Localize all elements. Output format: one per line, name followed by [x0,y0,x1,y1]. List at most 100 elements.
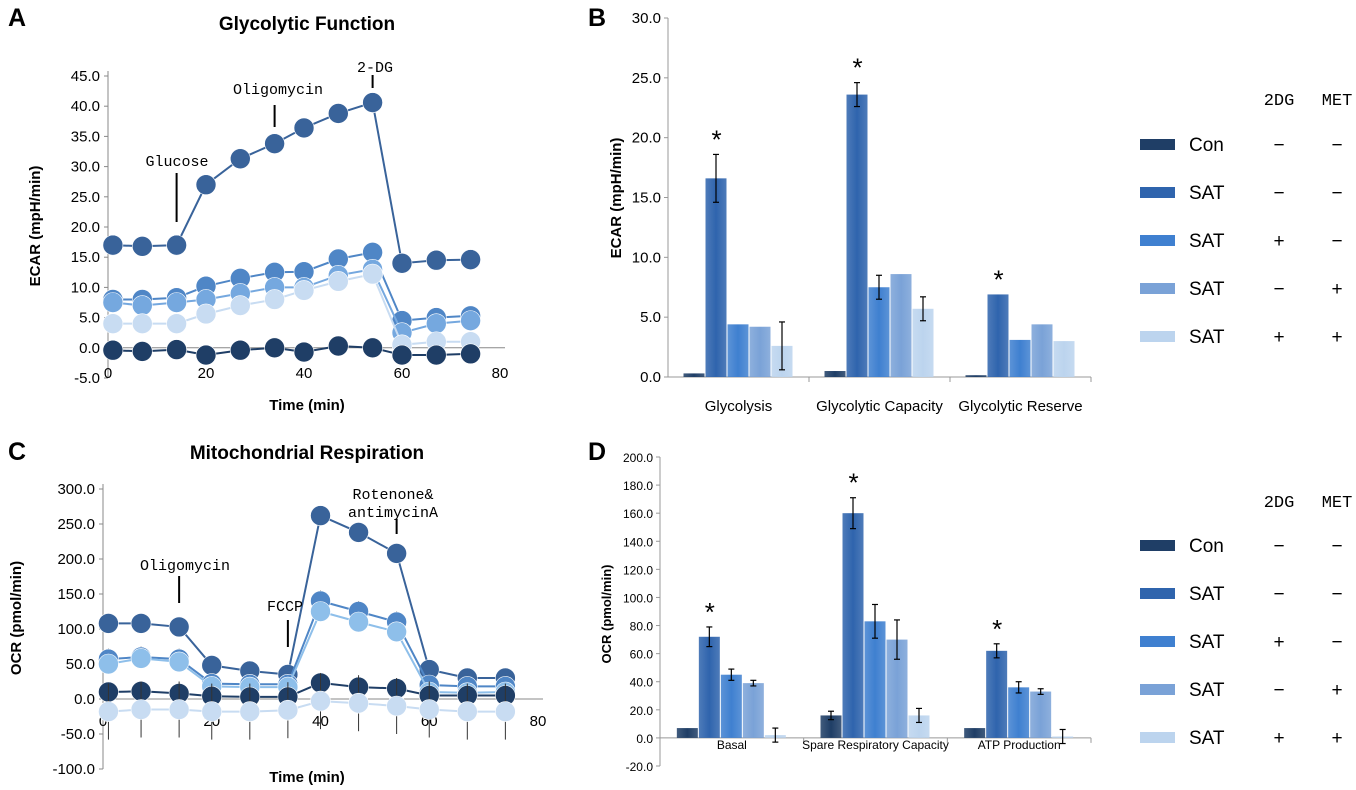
data-point [98,653,119,675]
legend-swatch [1140,187,1175,198]
x-tick-label: 0 [104,365,112,382]
y-tick-label: -20.0 [626,760,654,774]
data-point [201,701,223,722]
panel-a-title: Glycolytic Function [219,14,395,35]
bar [890,274,912,377]
bar [908,715,930,738]
bar [886,639,908,738]
y-tick-label: 80.0 [630,620,654,634]
y-tick-label: 0.0 [79,340,100,357]
legend-label: SAT [1189,279,1225,300]
data-point [348,611,369,633]
y-tick-label: 25.0 [632,70,661,87]
bar [683,373,705,377]
data-point [264,133,285,154]
data-point [102,313,124,334]
data-point [457,701,478,722]
panel-letter-a: A [8,4,26,32]
y-tick-label: -50.0 [61,726,95,743]
panel-a-annotation-2dg: 2-DG [357,60,393,77]
panel-b-plot: 0.0 5.0 10.0 15.0 20.0 25.0 30.0 Glycolysis * Gly… [632,10,1092,415]
x-tick-label: 80 [530,713,547,730]
data-point [168,699,190,720]
significance-star: * [848,468,858,498]
legend-label: SAT [1189,680,1225,701]
data-point [310,690,331,712]
data-point [98,613,119,634]
bar [965,375,987,377]
legend-2dg-sign: − [1273,135,1284,156]
panel-a-annotation-glucose: Glucose [145,154,208,171]
data-point [293,117,315,139]
bar [986,650,1008,738]
data-point [166,292,187,313]
data-point [264,289,285,310]
bar [720,674,742,738]
data-point [168,651,190,673]
bar [824,371,846,377]
legend-label: SAT [1189,231,1225,252]
data-point [362,337,383,359]
series-line [108,610,506,694]
data-point [166,339,187,360]
bar [676,728,698,738]
panel-a-annotation-oligomycin: Oligomycin [233,82,323,99]
legend-swatch [1140,732,1175,743]
panel-d-plot: -20.0 0.0 20.0 40.0 60.0 80.0 100.0 120.0 140.0 1… [623,451,1092,774]
data-point [310,601,331,622]
y-tick-label: 160.0 [623,507,653,521]
data-point [460,343,481,365]
data-point [418,699,440,720]
legend-label: SAT [1189,327,1225,348]
legend-met-sign: + [1331,327,1342,348]
y-tick-label: 50.0 [66,656,95,673]
legend-top-header-2dg: 2DG [1264,92,1295,111]
y-tick-label: 200.0 [57,551,95,568]
bar [842,513,864,738]
data-point [230,148,251,170]
panel-a-plot: -5.0 0.0 5.0 10.0 15.0 20.0 25.0 30.0 35.0 40.0 45… [71,68,509,387]
y-tick-label: -100.0 [52,761,95,778]
data-point [362,92,383,113]
data-point [425,313,447,334]
significance-star: * [993,264,1003,294]
legend-top: 2DG MET Con − − SAT − − SAT + − SAT − + SAT + + [1140,92,1352,348]
y-tick-label: 180.0 [623,479,653,493]
legend-2dg-sign: + [1273,327,1284,348]
legend-swatch [1140,540,1175,551]
y-tick-label: 0.0 [636,732,653,746]
y-tick-label: 120.0 [623,563,653,577]
legend-label: SAT [1189,183,1225,204]
panel-c-annotation-antimycin: antimycinA [348,505,438,522]
data-point [102,292,124,313]
data-point [391,344,413,366]
category-label: Glycolytic Capacity [816,398,943,415]
data-point [201,655,223,676]
data-point [132,313,153,334]
y-tick-label: 300.0 [57,481,95,498]
data-point [195,344,217,366]
legend-met-sign: − [1331,536,1342,557]
x-tick-label: 80 [492,365,509,382]
legend-label: Con [1189,135,1224,156]
y-tick-label: 5.0 [79,310,100,327]
data-point [130,613,152,634]
legend-label: SAT [1189,632,1225,653]
bar [820,715,842,738]
panel-c-annotation-oligomycin: Oligomycin [140,558,230,575]
y-tick-label: 200.0 [623,451,653,465]
data-point [132,236,153,257]
significance-star: * [711,124,721,154]
data-point [348,692,369,714]
data-point [102,339,124,361]
data-point [310,505,331,526]
y-tick-label: 30.0 [71,159,100,176]
category-label: ATP Production [978,738,1061,752]
panel-c-annotation-fccp: FCCP [267,599,303,616]
series-line [112,272,471,346]
y-tick-label: 15.0 [632,190,661,207]
legend-met-sign: − [1331,183,1342,204]
panel-c-plot: -100.0 -50.0 0.0 50.0 100.0 150.0 200.0 250.0 30… [52,481,546,778]
data-point [230,339,251,361]
